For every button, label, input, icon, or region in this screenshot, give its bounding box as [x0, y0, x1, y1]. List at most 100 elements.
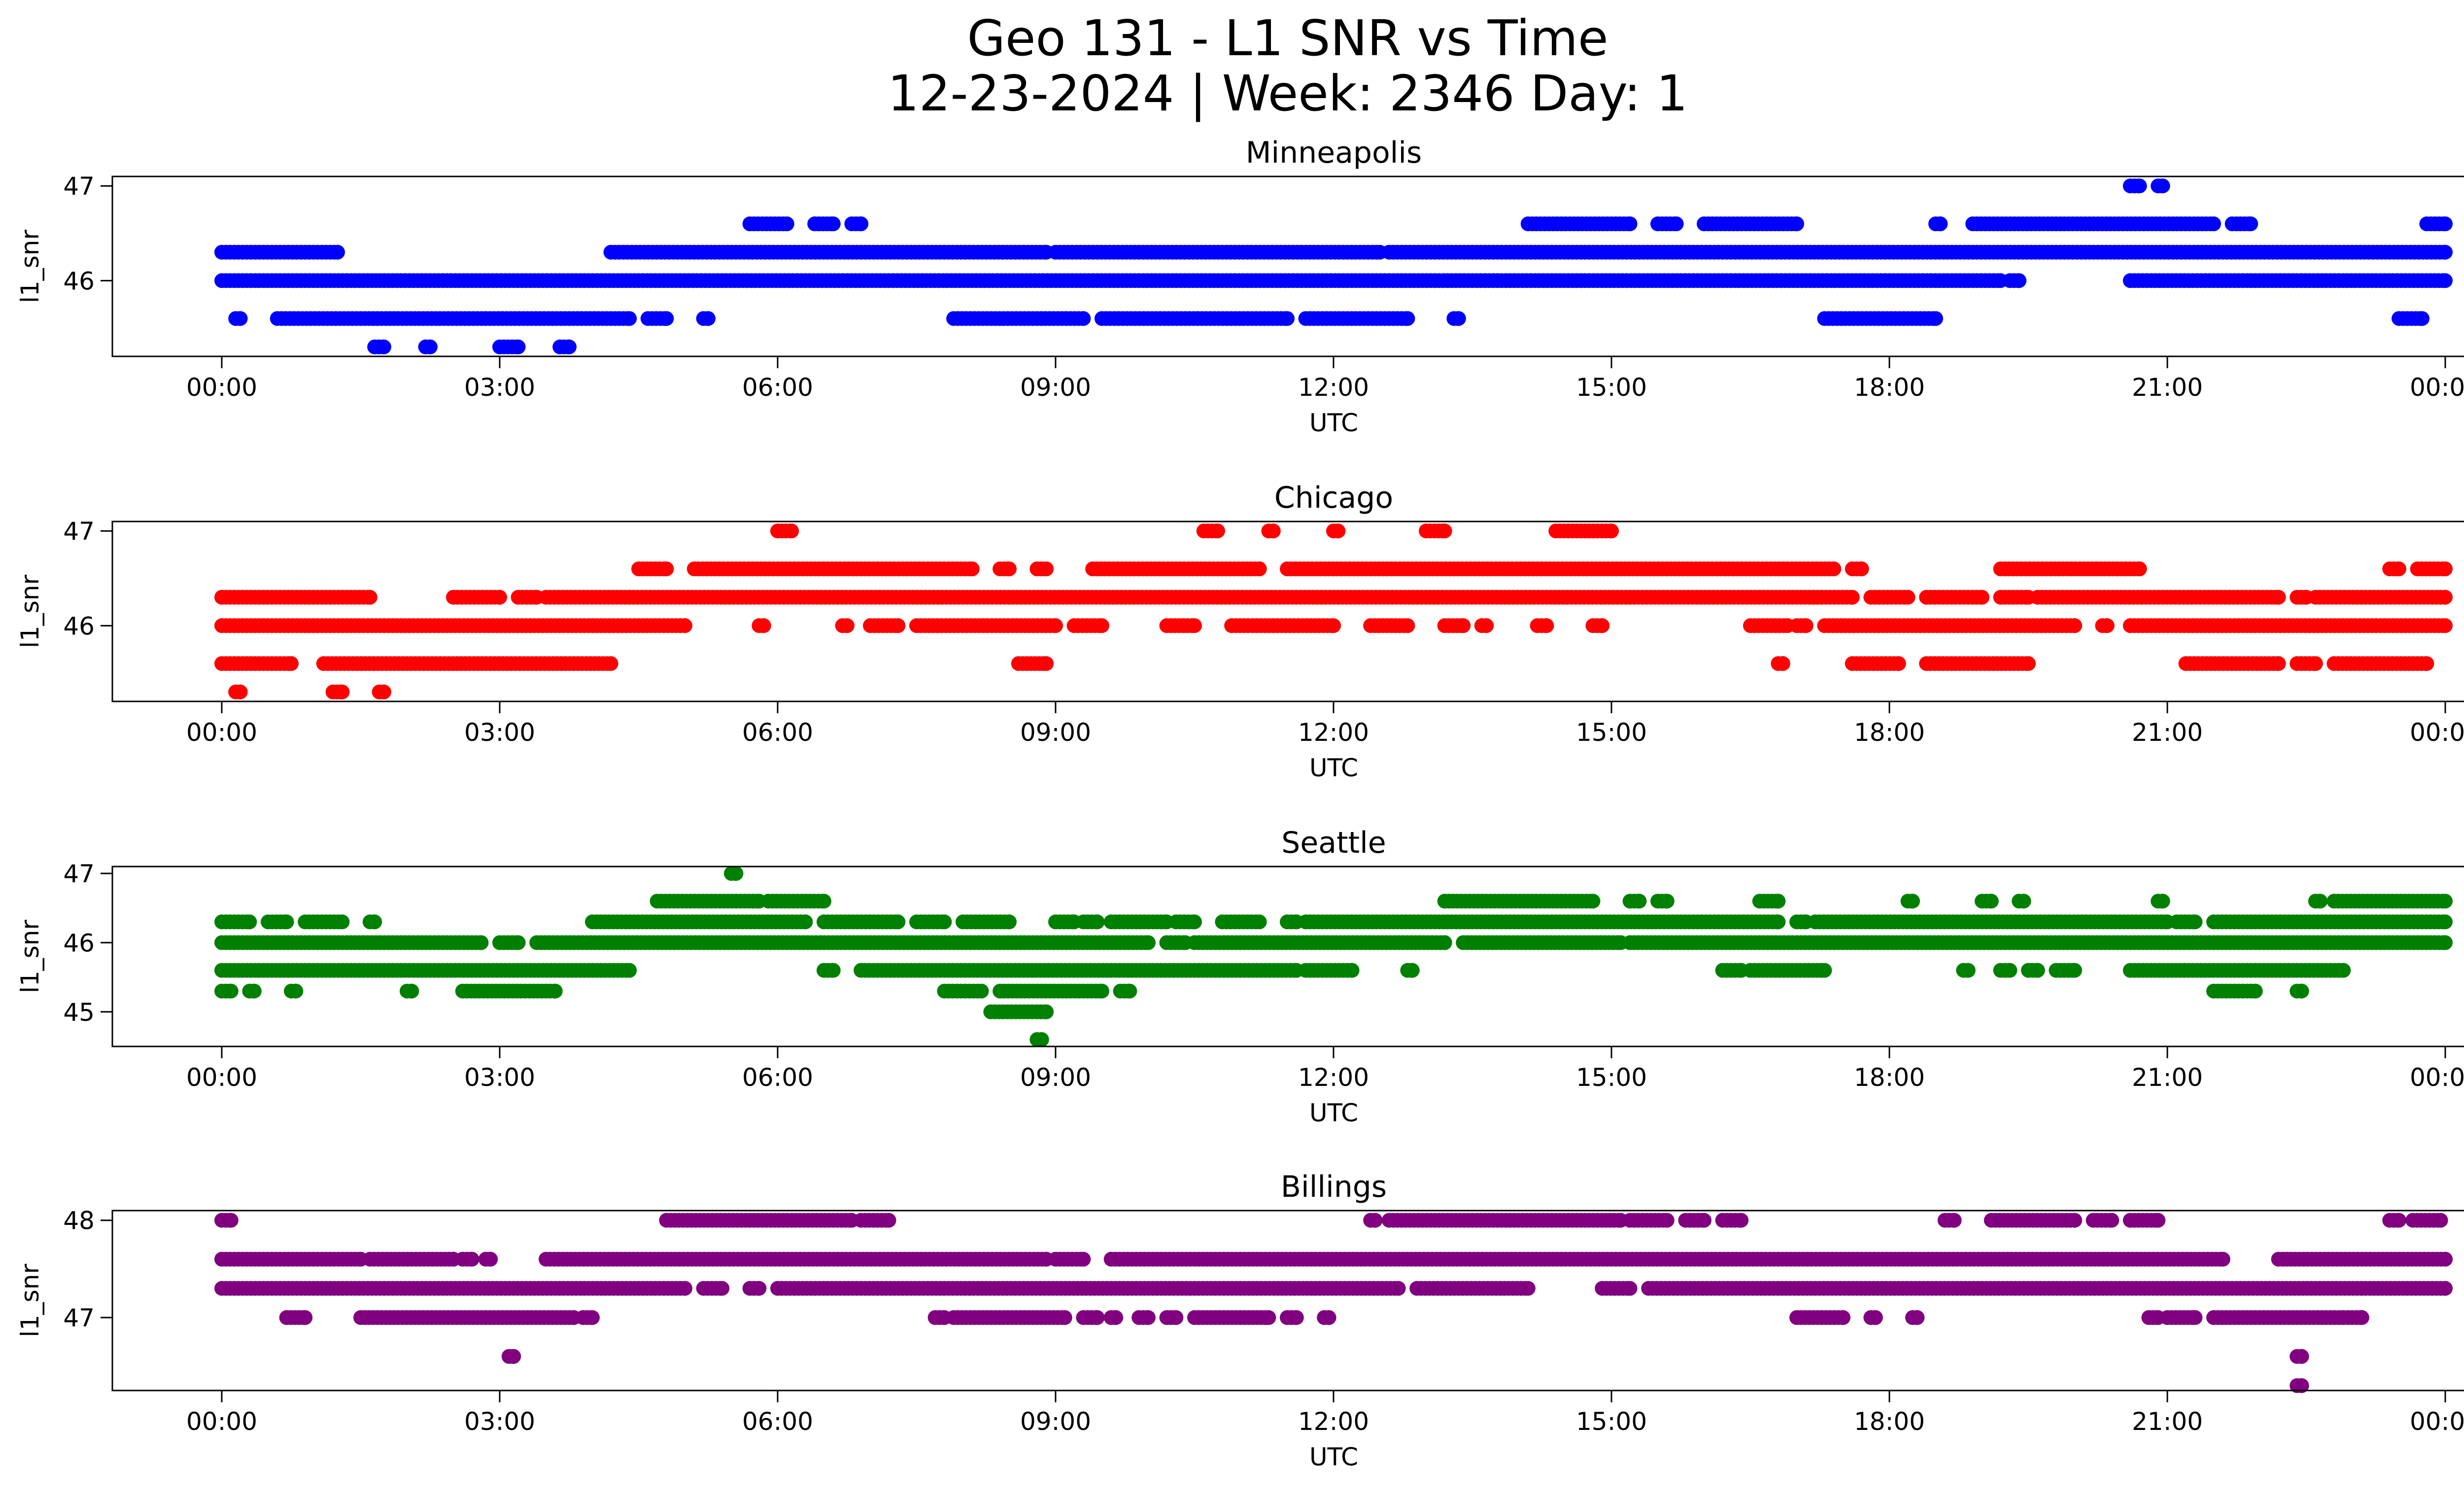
data-point [279, 914, 294, 930]
data-point [701, 311, 716, 326]
data-point [2415, 311, 2430, 326]
x-tick-label: 15:00 [1576, 373, 1647, 402]
x-tick-label: 06:00 [742, 718, 813, 747]
axes-frame [111, 866, 2464, 1047]
subplot-title: Seattle [1281, 826, 1386, 860]
x-axis-label: UTC [1309, 1099, 1358, 1127]
data-point [1789, 216, 1804, 232]
x-tick-label: 15:00 [1576, 1063, 1647, 1092]
data-point [2438, 273, 2453, 288]
chart-subtitle: 12-23-2024 | Week: 2346 Day: 1 [888, 65, 1688, 122]
data-point [1076, 311, 1091, 326]
x-tick-label: 09:00 [1020, 1063, 1091, 1092]
data-point [1437, 523, 1452, 539]
data-point [233, 311, 248, 326]
data-point [2438, 894, 2453, 909]
data-point [2067, 963, 2082, 978]
chart-title: Geo 131 - L1 SNR vs Time [967, 9, 1608, 67]
data-point [1975, 590, 1989, 605]
data-point [1798, 618, 1814, 633]
x-tick-label: 18:00 [1854, 373, 1925, 402]
data-point [2012, 273, 2027, 288]
data-point [1141, 935, 1156, 950]
y-tick-label: 47 [63, 860, 95, 888]
data-point [2155, 894, 2170, 909]
data-point [1437, 935, 1452, 950]
data-point [1669, 216, 1684, 232]
data-point [1326, 618, 1341, 633]
data-point [779, 216, 794, 232]
data-point [964, 561, 980, 577]
data-point [2438, 935, 2453, 950]
data-point [2294, 983, 2309, 999]
data-point [362, 590, 377, 605]
data-point [1002, 914, 1017, 930]
data-point [1344, 963, 1360, 978]
data-point [603, 656, 618, 671]
data-point [1984, 894, 1999, 909]
subplot-title: Billings [1281, 1170, 1387, 1204]
data-point [2271, 590, 2286, 605]
data-point [1034, 1032, 1049, 1047]
data-point [2438, 244, 2453, 260]
x-tick-label: 21:00 [2132, 718, 2203, 747]
x-tick-label: 12:00 [1298, 1063, 1369, 1092]
data-point [1095, 618, 1109, 633]
data-point [890, 914, 906, 930]
data-point [2308, 656, 2323, 671]
data-point [974, 983, 989, 999]
y-axis-label: l1_snr [16, 920, 44, 993]
data-points [214, 178, 2453, 354]
data-point [2030, 963, 2045, 978]
y-tick-label: 45 [63, 998, 95, 1027]
x-tick-label: 12:00 [1298, 718, 1369, 747]
data-point [1854, 561, 1869, 577]
subplot-title: Minneapolis [1246, 136, 1422, 170]
x-tick-label: 09:00 [1020, 373, 1091, 402]
data-point [2132, 178, 2147, 194]
data-point [1771, 914, 1786, 930]
x-tick-label: 03:00 [464, 1063, 535, 1092]
data-point [2188, 914, 2203, 930]
data-point [288, 983, 304, 999]
data-point [1039, 656, 1054, 671]
data-point [1659, 894, 1675, 909]
data-point [2271, 656, 2286, 671]
y-tick-label: 46 [63, 929, 95, 957]
data-point [376, 684, 391, 699]
data-point [1122, 983, 1137, 999]
data-point [2438, 914, 2453, 930]
data-point [1187, 618, 1202, 633]
data-point [1771, 894, 1786, 909]
data-point [2215, 1252, 2230, 1267]
data-point [242, 914, 257, 930]
y-tick-label: 46 [63, 612, 95, 640]
data-point [1775, 656, 1790, 671]
data-point [2016, 894, 2031, 909]
data-point [1456, 618, 1471, 633]
x-tick-label: 00:00 [186, 718, 257, 747]
data-point [817, 894, 831, 909]
x-tick-label: 18:00 [1854, 1063, 1925, 1092]
data-point [1252, 561, 1267, 577]
x-tick-label: 06:00 [742, 1063, 813, 1092]
data-point [2002, 963, 2018, 978]
data-point [1826, 561, 1842, 577]
data-point [2132, 561, 2147, 577]
data-point [1817, 963, 1832, 978]
data-point [1900, 590, 1916, 605]
data-point [2438, 1252, 2453, 1267]
x-tick-label: 21:00 [2132, 373, 2203, 402]
y-axis-label: l1_snr [16, 230, 44, 303]
data-point [622, 963, 637, 978]
data-point [1095, 983, 1109, 999]
data-point [474, 935, 489, 950]
axes-frame [111, 521, 2464, 702]
data-point [330, 244, 345, 260]
data-point [798, 914, 813, 930]
data-point [2438, 561, 2453, 577]
data-point [2392, 561, 2406, 577]
